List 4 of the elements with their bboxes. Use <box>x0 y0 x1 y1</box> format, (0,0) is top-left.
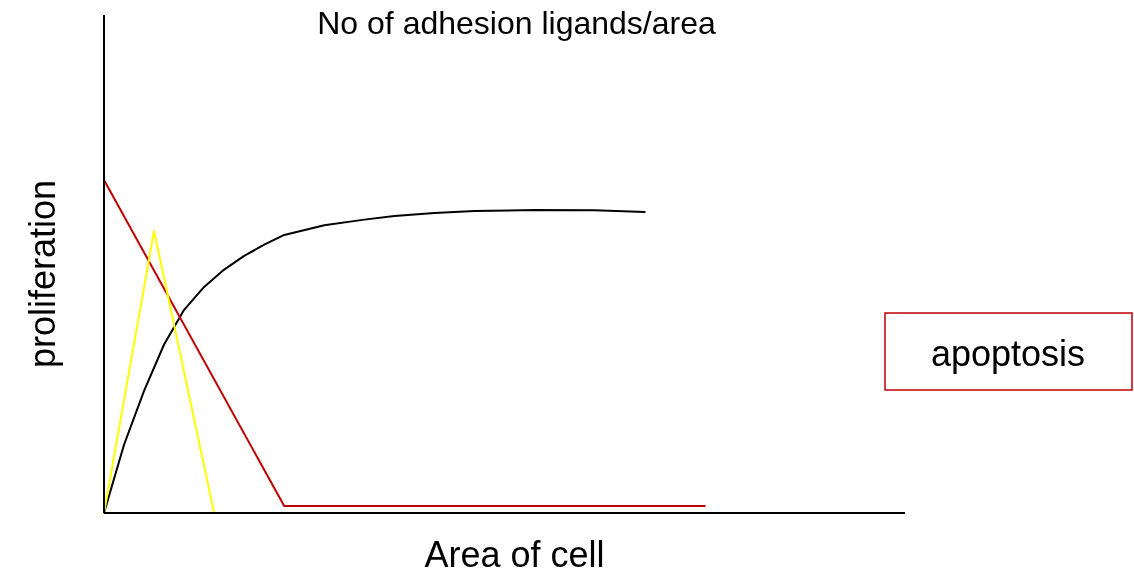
x-axis-title: Area of cell <box>424 534 605 575</box>
y-axis-title: proliferation <box>22 179 63 369</box>
chart-title: No of adhesion ligands/area <box>317 5 716 41</box>
text: apoptosis <box>930 333 1086 374</box>
